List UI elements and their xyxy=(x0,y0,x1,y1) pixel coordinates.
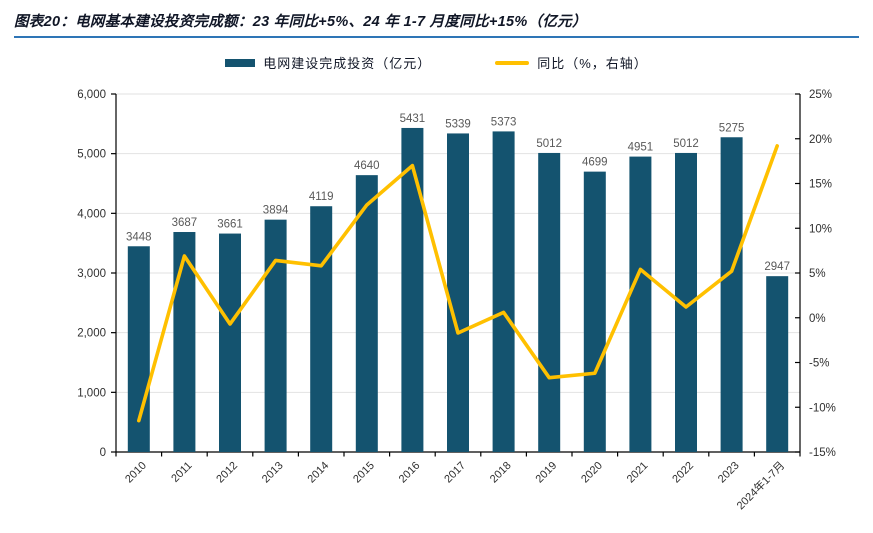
bar-value-label: 3894 xyxy=(263,205,289,217)
right-axis-label: -5% xyxy=(809,358,829,370)
left-axis-label: 5,000 xyxy=(77,149,106,161)
bar xyxy=(675,152,697,452)
bar-value-label: 4699 xyxy=(582,157,608,169)
bar xyxy=(310,206,333,452)
bar-series-label: 电网建设完成投资（亿元） xyxy=(263,56,432,71)
yoy-line-series xyxy=(137,144,780,423)
x-axis-category-label: 2022 xyxy=(670,460,696,486)
x-axis-category-label: 2017 xyxy=(442,460,468,486)
bar-value-label: 3687 xyxy=(172,217,198,229)
x-axis-category-label: 2021 xyxy=(625,460,651,486)
bar xyxy=(173,232,196,452)
bar xyxy=(401,127,424,453)
x-axis-category-label: 2014 xyxy=(306,460,332,486)
bar-value-label: 5012 xyxy=(673,138,699,150)
bar-value-label: 4640 xyxy=(354,160,380,172)
x-axis-category-label: 2013 xyxy=(260,460,286,486)
bar xyxy=(492,131,515,452)
right-axis-label: 15% xyxy=(809,179,832,191)
legend-item-bar-series: 电网建设完成投资（亿元） xyxy=(225,53,431,72)
x-axis-category-label: 2016 xyxy=(397,460,423,486)
left-axis-label: 0 xyxy=(100,447,106,459)
bar-value-label: 3661 xyxy=(217,219,243,231)
right-axis-label: 25% xyxy=(809,89,832,101)
left-axis-label: 1,000 xyxy=(77,387,106,399)
bar-value-label: 4119 xyxy=(309,191,334,203)
right-axis-label: -15% xyxy=(809,447,836,459)
line-series-swatch-icon xyxy=(495,60,530,65)
bar xyxy=(720,137,743,452)
title-underline xyxy=(14,36,859,38)
bar xyxy=(219,233,241,452)
x-axis-category-label: 2015 xyxy=(351,460,377,486)
bar xyxy=(355,175,378,452)
combo-chart: 0 1,000 2,000 3,000 4,000 5,000 6,000 -15% -10% -… xyxy=(77,89,836,512)
line-series-label: 同比（%，右轴） xyxy=(537,56,648,71)
right-axis-label: 5% xyxy=(809,268,826,280)
chart-legend: 电网建设完成投资（亿元） 同比（%，右轴） xyxy=(0,53,873,72)
left-axis-label: 2,000 xyxy=(77,328,106,340)
bar-value-label: 5012 xyxy=(536,138,562,150)
right-axis-label: 0% xyxy=(809,313,826,325)
legend-item-line-series: 同比（%，右轴） xyxy=(495,53,648,72)
right-axis-label: 10% xyxy=(809,223,832,235)
x-axis-category-label: 2020 xyxy=(579,460,605,486)
x-axis-category-label: 2011 xyxy=(169,460,194,485)
right-axis-label: 20% xyxy=(809,134,832,146)
bar-value-label: 5431 xyxy=(400,113,426,125)
x-axis-category-label: 2023 xyxy=(716,460,742,486)
bar xyxy=(447,133,469,452)
bar xyxy=(629,156,652,452)
x-axis-category-label: 2012 xyxy=(214,460,240,486)
bar-series-swatch-icon xyxy=(225,58,256,67)
bar xyxy=(583,171,606,452)
bar-value-label: 3448 xyxy=(126,231,152,243)
left-axis-label: 6,000 xyxy=(77,89,106,101)
bar xyxy=(538,152,561,452)
bar-value-label: 5373 xyxy=(491,116,517,128)
bar-value-label: 2947 xyxy=(764,261,790,273)
bar-value-label: 5275 xyxy=(719,122,745,134)
left-axis-label: 4,000 xyxy=(77,208,106,220)
x-axis-category-label: 2018 xyxy=(488,460,514,486)
bar-value-label: 5339 xyxy=(445,118,471,130)
bar xyxy=(264,219,287,452)
left-axis-label: 3,000 xyxy=(77,268,106,280)
x-axis-category-label: 2024年1-7月 xyxy=(733,458,787,512)
bar xyxy=(766,276,789,452)
x-axis-category-label: 2010 xyxy=(123,460,149,486)
chart-title: 图表20：电网基本建设投资完成额：23 年同比+5%、24 年 1-7 月度同比… xyxy=(14,14,587,30)
bar-value-label: 4951 xyxy=(628,142,654,154)
x-axis-category-label: 2019 xyxy=(534,460,560,486)
right-axis-label: -10% xyxy=(809,402,836,414)
